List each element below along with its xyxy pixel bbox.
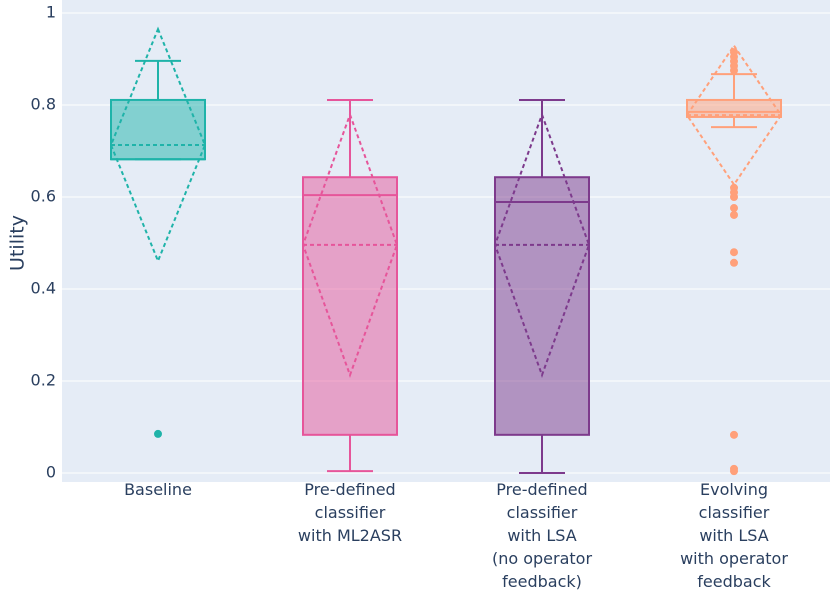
x-tick-label: Evolving classifier with LSA with operat… [680, 480, 788, 591]
box [110, 98, 206, 161]
x-tick-label: Pre-defined classifier with LSA (no oper… [491, 480, 593, 591]
outlier [730, 193, 738, 201]
y-tick-label: 0 [46, 463, 56, 482]
outlier [154, 429, 162, 438]
box [494, 176, 590, 436]
outlier [730, 258, 738, 267]
sd-diamond [301, 111, 399, 378]
box [302, 176, 398, 436]
x-tick-label: Baseline [124, 480, 192, 499]
y-tick-label: 0.8 [31, 95, 56, 114]
outlier [730, 48, 738, 57]
y-tick-label: 0.4 [31, 279, 56, 298]
outlier [730, 467, 738, 476]
sd-diamond [109, 26, 207, 264]
y-tick-label: 1 [46, 3, 56, 22]
outlier [730, 210, 738, 219]
outlier [730, 248, 738, 257]
y-tick-label: 0.6 [31, 187, 56, 206]
y-axis-label: Utility [7, 215, 29, 271]
sd-diamond [493, 111, 591, 378]
y-tick-label: 0.2 [31, 371, 56, 390]
outlier [730, 430, 738, 439]
outlier [730, 204, 738, 213]
plot-background [62, 0, 830, 482]
x-tick-label: Pre-defined classifier with ML2ASR [297, 480, 403, 545]
